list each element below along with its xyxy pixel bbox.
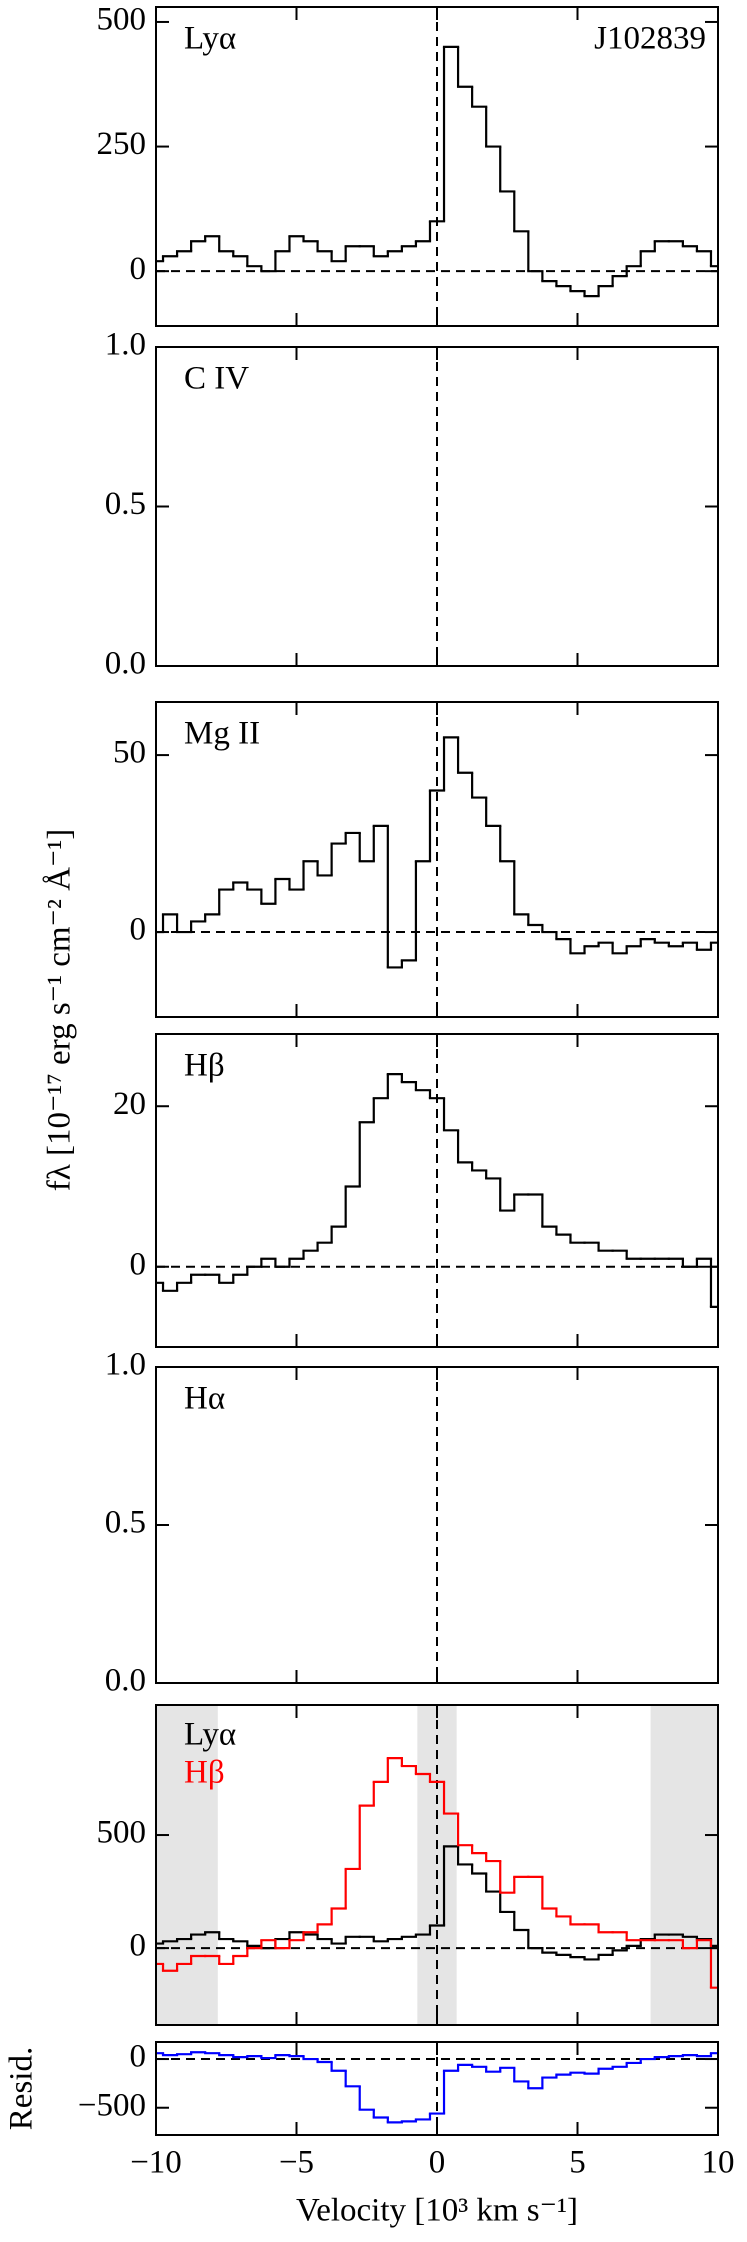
y-tick-label: 500 [97, 1815, 147, 1851]
panel-title: C IV [184, 361, 249, 397]
panel: 0 250 500 Lyα J102839 [97, 2, 719, 327]
x-tick-label: 5 [569, 2145, 586, 2181]
y-axis-label: fλ [10⁻¹⁷ erg s⁻¹ cm⁻² Å⁻¹] [41, 829, 78, 1192]
shaded-region [650, 1705, 718, 2025]
y-tick-label: 0 [130, 1928, 147, 1964]
y-tick-label: −500 [78, 2087, 146, 2123]
y-axis-label: Resid. [4, 2047, 40, 2130]
plot-area [156, 7, 718, 326]
panel: 0.0 0.5 1.0 Hα [105, 1347, 719, 1699]
y-tick-label: 0.5 [105, 486, 146, 522]
x-axis-label: Velocity [10³ km s⁻¹] [296, 2193, 578, 2229]
x-tick-label: 0 [429, 2145, 446, 2181]
y-tick-label: 0.0 [105, 1663, 146, 1699]
panel: 0.0 0.5 1.0 C IV [105, 327, 719, 682]
plot-area [156, 1705, 718, 2025]
y-tick-label: 500 [97, 2, 147, 38]
x-tick-label: −10 [130, 2145, 182, 2181]
plot-area [156, 2042, 718, 2135]
shaded-region [156, 1705, 218, 2025]
panel-title: Hα [184, 1381, 225, 1417]
y-tick-label: 50 [113, 735, 146, 771]
plot-area [156, 702, 718, 1017]
y-tick-label: 0.5 [105, 1505, 146, 1541]
x-tick-label: −5 [279, 2145, 314, 2181]
x-tick-label: 10 [702, 2145, 735, 2181]
panel: −500 0 −10 −5 0 5 10 Velocity [10³ km s⁻¹] Resid… [4, 2039, 735, 2229]
y-tick-label: 0 [130, 2039, 147, 2075]
y-tick-label: 1.0 [105, 327, 146, 363]
y-tick-label: 0 [130, 1246, 147, 1282]
panel-annotation: J102839 [594, 21, 706, 57]
y-tick-label: 0.0 [105, 646, 146, 682]
y-tick-label: 0 [130, 912, 147, 948]
panel-title: Hβ [184, 1048, 225, 1084]
plot-area [156, 1034, 718, 1347]
panel: 0 50 Mg II [113, 701, 719, 1018]
panel: 0 20 Hβ [113, 1033, 719, 1348]
legend-entry: Hβ [184, 1755, 225, 1791]
y-tick-label: 250 [97, 126, 147, 162]
panel-title: Mg II [184, 716, 260, 752]
legend-entry: Lyα [184, 1717, 236, 1753]
y-tick-label: 20 [113, 1086, 146, 1122]
y-tick-label: 0 [130, 251, 147, 287]
y-tick-label: 1.0 [105, 1347, 146, 1383]
panel-title: Lyα [184, 21, 236, 57]
